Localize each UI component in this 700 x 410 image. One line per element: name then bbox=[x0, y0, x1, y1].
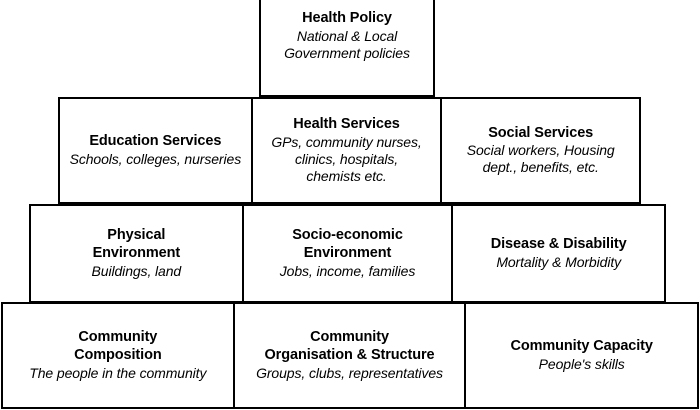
node-health-policy: Health Policy National & Local Governmen… bbox=[261, 0, 433, 95]
node-education-services: Education Services Schools, colleges, nu… bbox=[60, 99, 251, 202]
pyramid-tier-services: Education Services Schools, colleges, nu… bbox=[58, 97, 641, 204]
node-health-services: Health Services GPs, community nurses, c… bbox=[250, 99, 441, 202]
node-subtitle: Mortality & Morbidity bbox=[496, 253, 622, 270]
node-title: Socio-economic Environment bbox=[292, 227, 403, 261]
node-subtitle: The people in the community bbox=[29, 364, 207, 381]
node-socio-economic-environment: Socio-economic Environment Jobs, income,… bbox=[241, 206, 452, 301]
node-title: Community Organisation & Structure bbox=[264, 329, 435, 363]
node-title: Health Services bbox=[293, 116, 400, 133]
node-title: Education Services bbox=[89, 133, 222, 150]
node-subtitle: Buildings, land bbox=[91, 262, 182, 279]
node-community-organisation-and-structure: Community Organisation & Structure Group… bbox=[232, 304, 465, 407]
node-subtitle: People's skills bbox=[538, 355, 625, 372]
pyramid-tier-community: Community Composition The people in the … bbox=[1, 302, 699, 409]
node-title: Physical Environment bbox=[92, 227, 181, 261]
node-subtitle: Groups, clubs, representatives bbox=[256, 364, 443, 381]
node-title: Disease & Disability bbox=[490, 236, 627, 253]
pyramid-tier-apex: Health Policy National & Local Governmen… bbox=[259, 0, 435, 97]
node-subtitle: Jobs, income, families bbox=[279, 262, 416, 279]
node-subtitle: Social workers, Housing dept., benefits,… bbox=[466, 142, 615, 176]
node-subtitle: Schools, colleges, nurseries bbox=[69, 150, 242, 167]
node-social-services: Social Services Social workers, Housing … bbox=[440, 99, 639, 202]
node-title: Health Policy bbox=[302, 10, 392, 26]
node-disease-and-disability: Disease & Disability Mortality & Morbidi… bbox=[451, 206, 664, 301]
node-community-capacity: Community Capacity People's skills bbox=[464, 304, 697, 407]
node-community-composition: Community Composition The people in the … bbox=[3, 304, 233, 407]
node-subtitle: GPs, community nurses, clinics, hospital… bbox=[271, 133, 422, 184]
node-title: Social Services bbox=[488, 124, 594, 141]
pyramid-tier-environment: Physical Environment Buildings, land Soc… bbox=[29, 204, 666, 303]
node-physical-environment: Physical Environment Buildings, land bbox=[31, 206, 242, 301]
node-subtitle: National & Local Government policies bbox=[284, 27, 410, 61]
node-title: Community Composition bbox=[74, 329, 162, 363]
node-title: Community Capacity bbox=[510, 338, 653, 355]
